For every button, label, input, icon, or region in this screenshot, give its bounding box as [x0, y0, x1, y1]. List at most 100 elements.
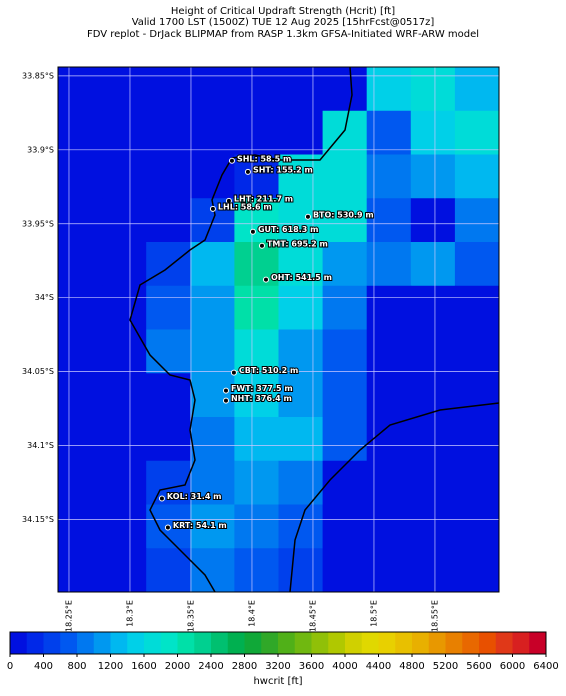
x-tick-label: 18.4°E: [247, 600, 256, 627]
colorbar-tick-label: 5600: [466, 661, 491, 672]
colorbar-swatch: [278, 632, 296, 654]
colorbar-swatch: [160, 632, 178, 654]
x-tick-label: 18.5°E: [369, 600, 378, 627]
station-label: FWT: 377.5 m: [231, 384, 293, 393]
colorbar-swatch: [378, 632, 396, 654]
cell: [102, 242, 147, 287]
colorbar: 0 400 800 1200 1600 2000 2400 2800 3200 3600 4000 4…: [7, 631, 559, 672]
colorbar-swatch: [77, 632, 95, 654]
cell: [146, 373, 191, 418]
colorbar-swatch: [261, 632, 279, 654]
colorbar-swatch: [311, 632, 329, 654]
cell: [146, 110, 191, 155]
cell: [322, 460, 368, 505]
colorbar-tick-label: 800: [67, 661, 86, 672]
title-line: Height of Critical Updraft Strength (Hcr…: [171, 6, 395, 17]
x-tick-label: 18.55°E: [430, 600, 439, 632]
colorbar-swatch: [428, 632, 446, 654]
cell: [410, 329, 456, 374]
cell: [58, 548, 103, 593]
cell: [410, 242, 456, 287]
cell: [102, 67, 147, 112]
cell: [146, 548, 191, 593]
cell: [322, 329, 368, 374]
colorbar-swatch: [328, 632, 346, 654]
y-tick-label: 33.95°S: [22, 219, 54, 228]
cell: [454, 460, 500, 505]
colorbar-swatch: [60, 632, 78, 654]
cell: [366, 285, 412, 330]
cell: [58, 242, 103, 287]
cell: [278, 154, 324, 199]
cell: [234, 417, 279, 462]
station-label: KOL: 31.4 m: [167, 492, 222, 501]
colorbar-tick-label: 3200: [265, 661, 290, 672]
cell: [58, 329, 103, 374]
cell: [410, 460, 456, 505]
cell: [190, 110, 235, 155]
cell: [146, 242, 191, 287]
heatmap: [58, 67, 500, 593]
cell: [234, 198, 279, 243]
cell: [190, 67, 235, 112]
colorbar-tick-label: 0: [7, 661, 13, 672]
cell: [410, 548, 456, 593]
station-label: TMT: 695.2 m: [267, 239, 328, 248]
cell: [102, 154, 147, 199]
colorbar-swatch: [395, 632, 413, 654]
cell: [454, 417, 500, 462]
cell: [190, 417, 235, 462]
map-frame: [57, 66, 500, 593]
station-label: SHL: 58.5 m: [237, 154, 291, 163]
colorbar-tick-label: 3600: [299, 661, 324, 672]
cell: [190, 504, 235, 549]
cell: [410, 504, 456, 549]
cell: [454, 373, 500, 418]
cell: [190, 460, 235, 505]
colorbar-swatch: [43, 632, 61, 654]
cell: [410, 198, 456, 243]
cell: [410, 417, 456, 462]
colorbar-swatch: [294, 632, 312, 654]
cell: [410, 110, 456, 155]
cell: [410, 285, 456, 330]
cell: [146, 67, 191, 112]
station-marker: [249, 228, 256, 235]
station-marker: [228, 157, 235, 164]
cell: [454, 504, 500, 549]
cell: [454, 110, 500, 155]
cell: [366, 329, 412, 374]
colorbar-tick-label: 4000: [332, 661, 357, 672]
colorbar-swatch: [479, 632, 497, 654]
cell: [322, 154, 368, 199]
cell: [146, 329, 191, 374]
cell: [58, 504, 103, 549]
cell: [58, 198, 103, 243]
cell: [278, 242, 324, 287]
cell: [322, 417, 368, 462]
colorbar-tick-label: 2400: [198, 661, 223, 672]
cell: [278, 110, 324, 155]
cell: [190, 373, 235, 418]
cell: [322, 548, 368, 593]
colorbar-swatch: [211, 632, 229, 654]
station-marker: [209, 205, 216, 212]
colorbar-swatch: [445, 632, 463, 654]
cell: [190, 548, 235, 593]
station-marker: [304, 213, 311, 220]
cell: [322, 504, 368, 549]
station-label: SHT: 155.2 m: [253, 165, 313, 174]
colorbar-swatch: [144, 632, 162, 654]
station-marker: [222, 397, 229, 404]
cell: [146, 154, 191, 199]
cell: [410, 154, 456, 199]
colorbar-swatch: [361, 632, 379, 654]
cell: [58, 373, 103, 418]
station-marker: [164, 524, 171, 531]
cell: [234, 154, 279, 199]
cell: [234, 548, 279, 593]
cell: [58, 67, 103, 112]
colorbar-label: hwcrit [ft]: [253, 676, 302, 687]
cell: [278, 417, 324, 462]
station-label: LHT: 211.7 m: [234, 194, 293, 203]
